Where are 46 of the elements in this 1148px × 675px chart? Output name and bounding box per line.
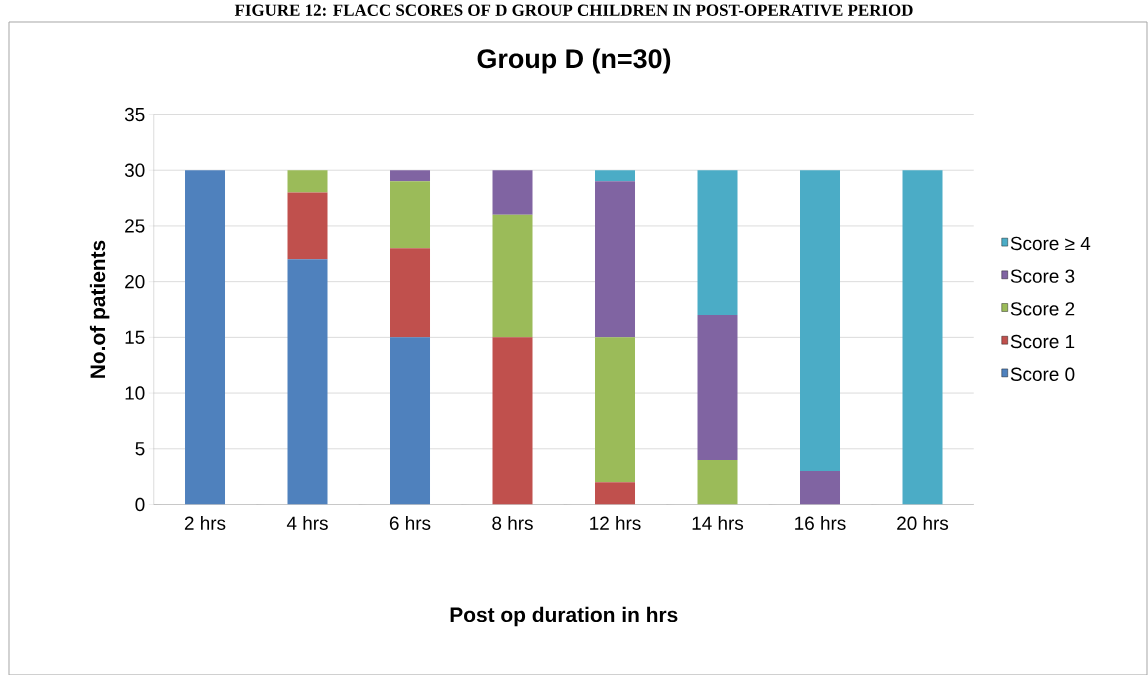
x-tick-label: 4 hrs	[286, 516, 328, 530]
bar	[697, 315, 738, 460]
bar	[595, 482, 636, 505]
bar	[390, 337, 431, 505]
x-tick-label: 14 hrs	[692, 516, 744, 530]
x-tick-label: 20 hrs	[897, 516, 949, 530]
y-tick-label: 20	[125, 274, 145, 289]
y-tick-label: 0	[135, 497, 145, 512]
x-tick-label: 2 hrs	[184, 516, 226, 530]
bar	[492, 170, 533, 215]
bar	[390, 170, 431, 182]
bar	[287, 170, 328, 193]
bar	[287, 259, 328, 505]
x-tick-label: 16 hrs	[795, 516, 846, 530]
y-tick-label: 15	[125, 330, 145, 344]
y-tick-label: 30	[124, 163, 145, 177]
bar	[800, 471, 841, 505]
x-tick-label: 12 hrs	[590, 516, 641, 530]
bar	[287, 192, 328, 260]
chart-title: Group D (n=30)	[477, 48, 671, 74]
bar	[492, 337, 533, 505]
y-axis-title: No.of patients	[89, 240, 110, 378]
x-tick-label: 6 hrs	[389, 516, 431, 530]
caption: FIGURE 12: FLACC SCORES OF D GROUP CHILDREN IN POST-OPERATIVE PERIOD	[234, 4, 913, 16]
bar	[595, 170, 636, 182]
bar	[492, 214, 533, 338]
bar	[595, 337, 636, 483]
y-tick-label: 25	[125, 219, 145, 233]
bar	[697, 459, 738, 505]
legend-label: Score 2	[1010, 302, 1075, 316]
x-axis-title: Post op duration in hrs	[450, 606, 678, 627]
bar	[697, 170, 738, 316]
bar	[902, 170, 943, 505]
bar	[185, 170, 226, 505]
bar	[595, 181, 636, 338]
y-tick-label: 10	[125, 386, 145, 400]
y-tick-label: 5	[135, 442, 145, 456]
bar	[390, 248, 431, 338]
legend-label: Score 3	[1010, 269, 1075, 283]
bar	[800, 170, 841, 472]
x-tick-label: 8 hrs	[492, 516, 533, 530]
legend-label: Score ≥ 4	[1010, 236, 1091, 251]
y-tick-label: 35	[124, 107, 145, 122]
legend-label: Score 1	[1010, 334, 1075, 349]
legend-label: Score 0	[1010, 367, 1075, 381]
bar	[390, 181, 431, 249]
